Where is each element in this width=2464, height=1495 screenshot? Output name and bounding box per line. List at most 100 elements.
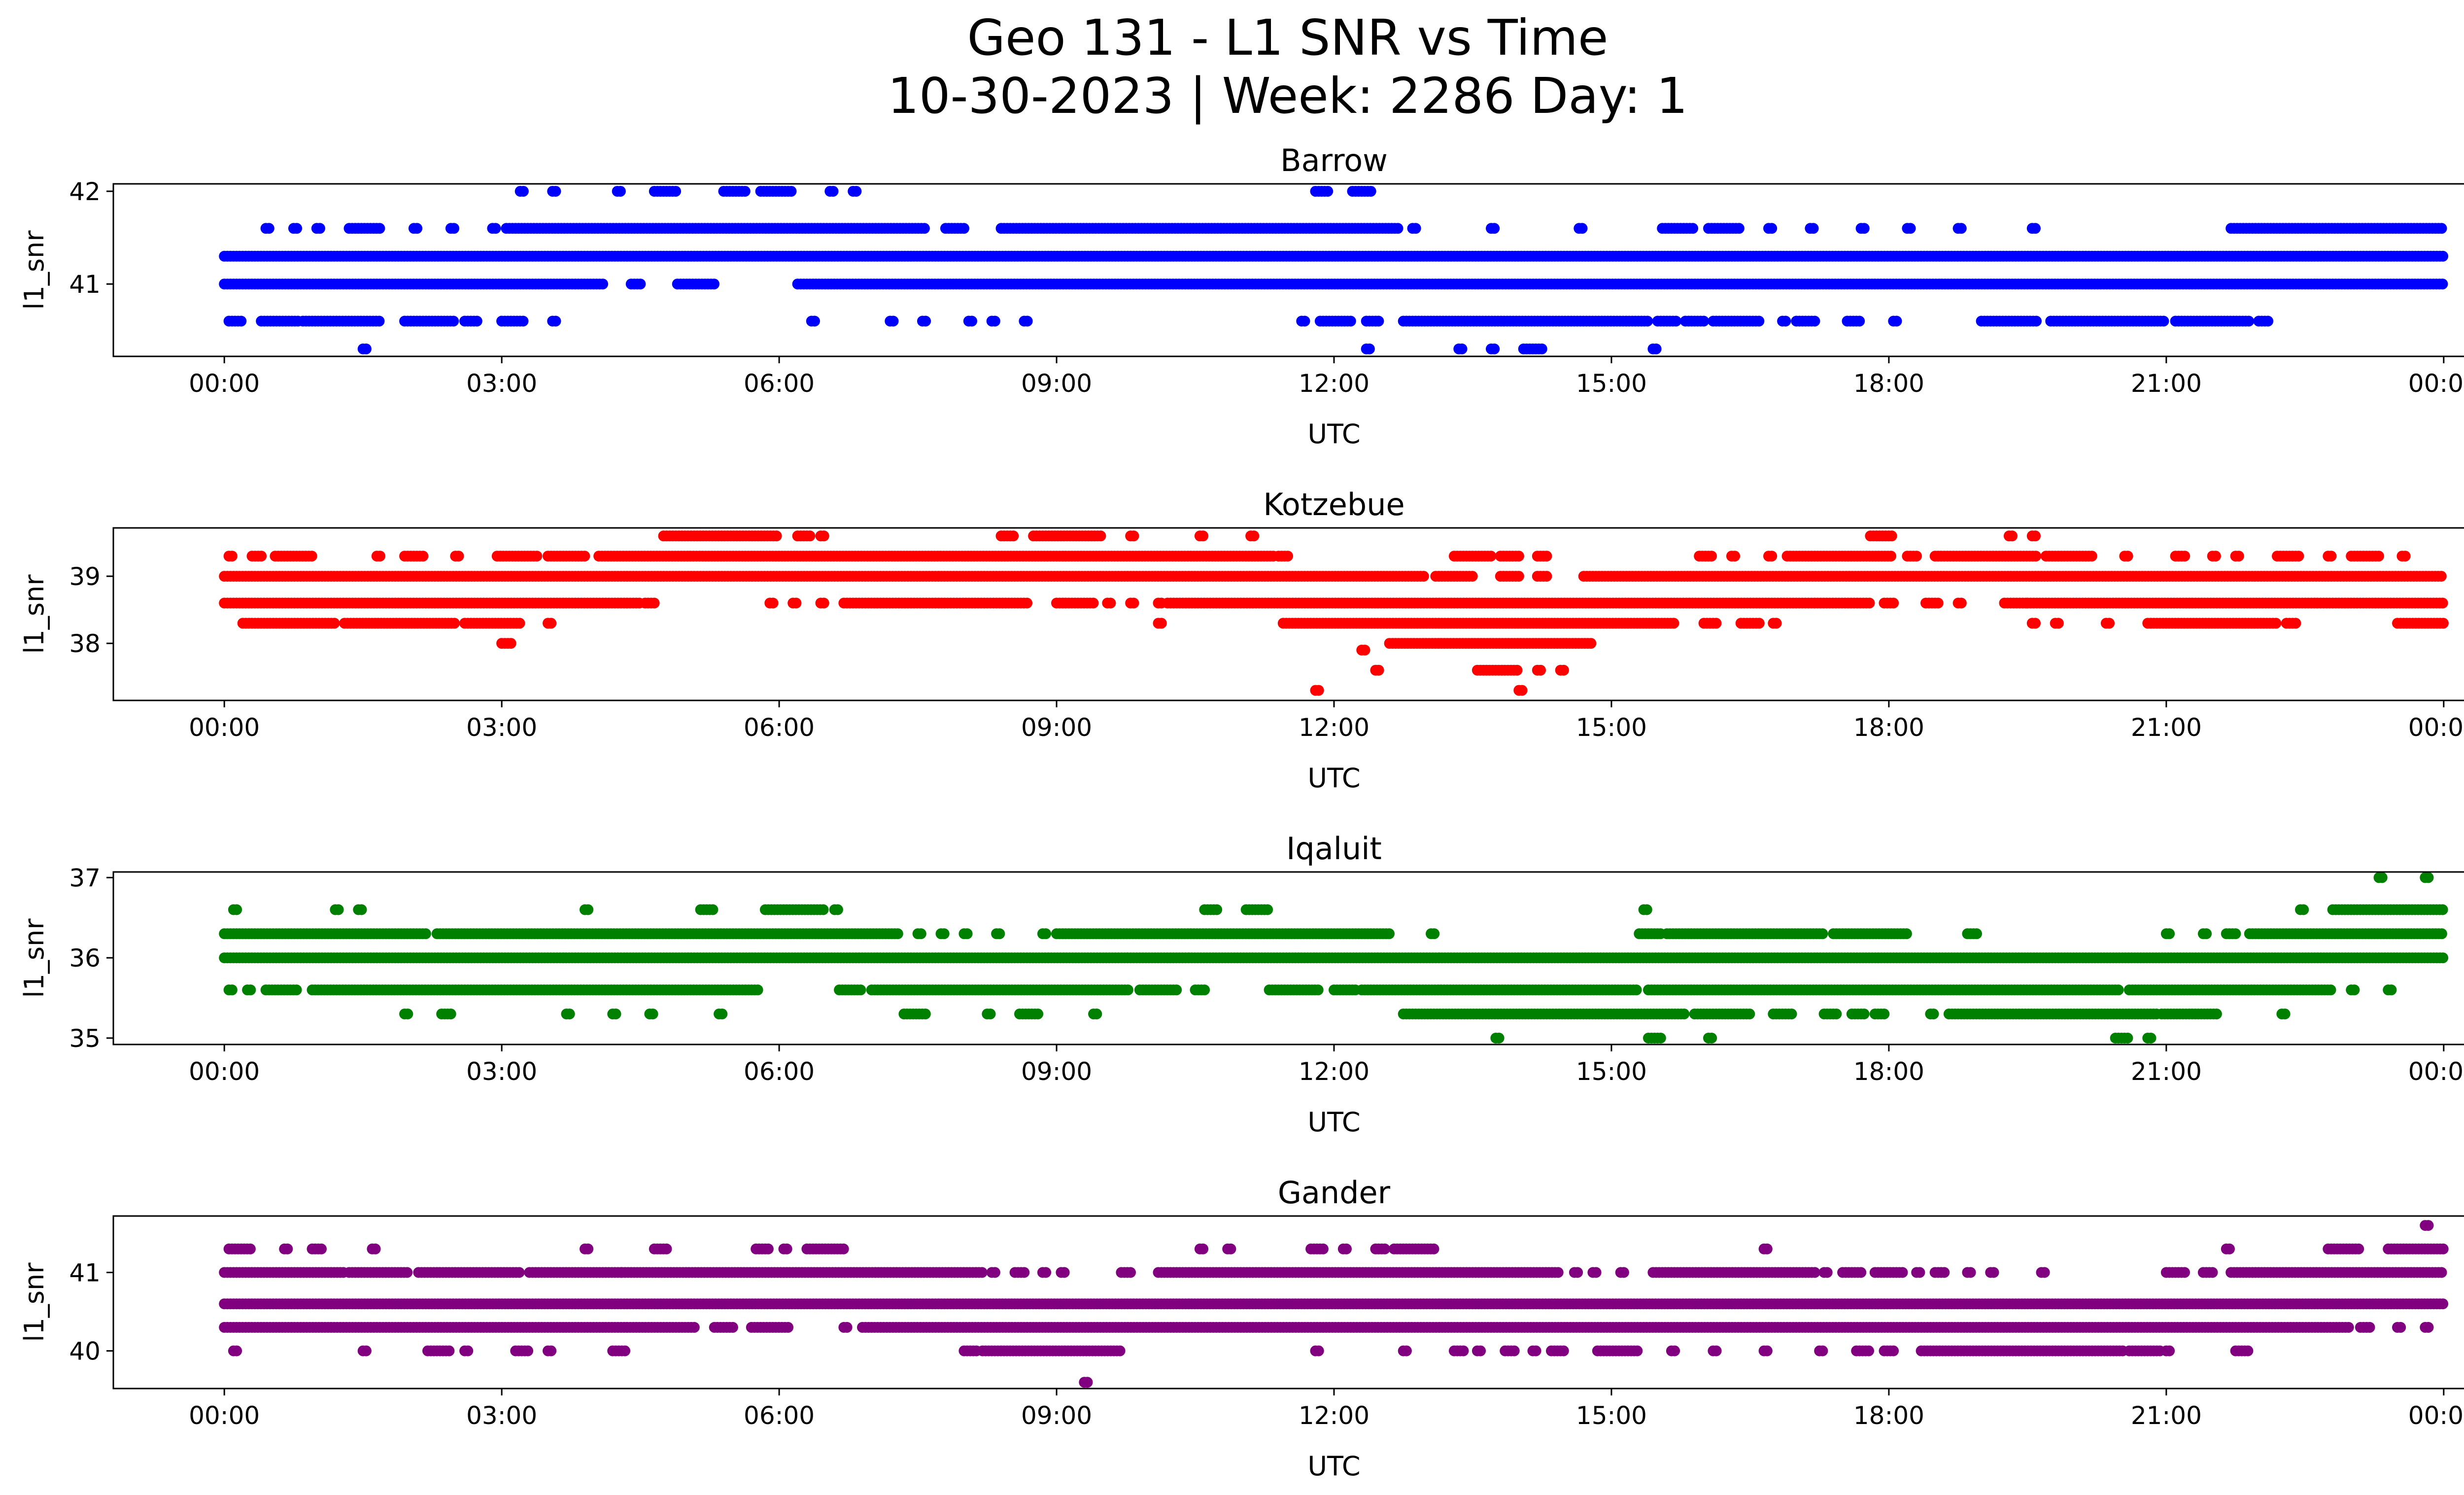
data-point [1516,685,1528,696]
data-point [1955,223,1967,234]
data-point [417,551,429,562]
data-point [1558,664,1569,676]
data-point [1891,315,1902,327]
data-point [1932,597,1944,609]
data-point [1022,315,1033,327]
data-point [1485,551,1497,562]
data-point [1198,530,1209,542]
data-point [1650,343,1662,354]
series-points [219,186,2449,354]
data-point [1711,618,1722,629]
data-point [919,223,930,234]
data-point [1766,551,1778,562]
data-point [2437,250,2449,262]
x-axis-label: UTC [1307,418,1360,450]
y-tick-label: 41 [69,270,101,299]
data-point [597,278,609,290]
data-point [2104,618,2115,629]
data-point [635,278,646,290]
data-point [2399,551,2411,562]
y-tick-label: 39 [69,562,101,591]
data-point [1809,315,1820,327]
data-point [1373,315,1384,327]
data-point [1095,530,1106,542]
data-point [2030,618,2041,629]
data-point [1365,186,1376,197]
data-point [2437,618,2449,629]
data-point [236,315,247,327]
data-point [453,551,464,562]
data-point [1513,551,1524,562]
figure-title: Geo 131 - L1 SNR vs Time 10-30-2023 | We… [0,9,2464,125]
subplot-title: Iqaluit [1286,831,1382,867]
data-point [1858,223,1870,234]
data-point [989,315,1000,327]
x-tick-label: 03:00 [466,713,537,742]
data-point [517,315,529,327]
data-point [263,223,274,234]
data-point [1541,571,1552,582]
data-point [1687,223,1699,234]
data-point [546,618,557,629]
subplot-title: Kotzebue [1263,487,1404,522]
data-point [1467,571,1478,582]
data-point [374,315,385,327]
data-point [1248,530,1260,542]
data-point [1456,343,1468,354]
data-point [1313,685,1324,696]
data-point [1642,315,1653,327]
figure-title-line1: Geo 131 - L1 SNR vs Time [967,9,1608,67]
x-tick-label: 03:00 [466,369,537,398]
x-tick-label: 12:00 [1299,713,1369,742]
data-point [1299,315,1310,327]
data-point [2179,551,2190,562]
data-point [1373,664,1384,676]
data-point [818,530,829,542]
x-tick-label: 00:00 [2408,713,2464,742]
data-point [1535,664,1546,676]
data-point [1585,638,1597,649]
x-tick-label: 15:00 [1576,369,1647,398]
data-point [374,223,385,234]
data-point [306,551,317,562]
data-point [360,343,372,354]
data-point [514,618,525,629]
data-point [2293,551,2304,562]
x-tick-label: 21:00 [2131,369,2202,398]
data-point [517,186,529,197]
data-point [1128,530,1139,542]
data-point [2007,530,2018,542]
data-point [1088,597,1099,609]
data-point [490,223,501,234]
data-point [2053,618,2064,629]
data-point [2326,551,2337,562]
y-axis-label: l1_snr [19,574,50,654]
data-point [1489,223,1500,234]
data-point [1541,551,1552,562]
data-point [256,551,267,562]
data-point [1345,315,1356,327]
data-point [2435,571,2447,582]
axes-frame [112,183,2464,357]
data-point [2436,223,2447,234]
data-point [1864,597,1875,609]
data-point [314,223,325,234]
data-point [1511,664,1523,676]
x-tick-label: 06:00 [744,369,815,398]
data-point [888,315,899,327]
x-tick-label: 21:00 [2131,713,2202,742]
data-point [1513,571,1524,582]
data-point [1489,343,1500,354]
data-point [1698,315,1710,327]
data-point [2290,618,2301,629]
data-point [1418,571,1429,582]
data-point [2030,551,2042,562]
data-point [531,551,543,562]
data-point [1885,551,1896,562]
data-point [615,186,626,197]
data-point [2158,315,2169,327]
data-point [1753,315,1765,327]
series-points [219,872,2449,1043]
